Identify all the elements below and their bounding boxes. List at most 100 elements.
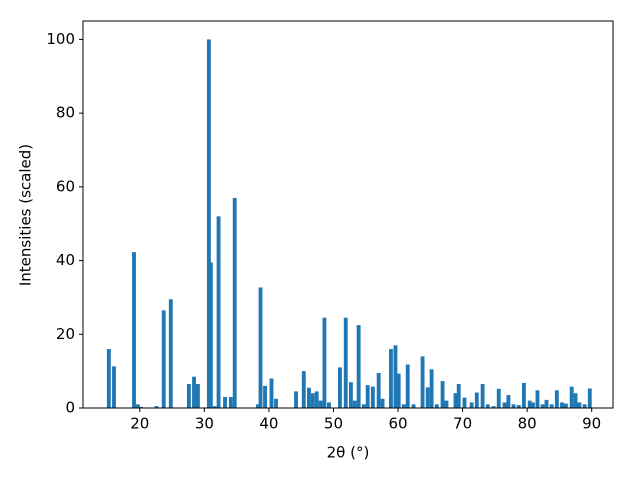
y-tick-label: 80: [56, 104, 75, 122]
bar: [307, 387, 311, 408]
bar: [544, 399, 549, 408]
x-tick-label: 80: [518, 415, 537, 433]
bar: [531, 402, 535, 408]
bar: [474, 392, 479, 408]
bar: [469, 402, 474, 408]
bar: [228, 396, 233, 408]
bar: [506, 395, 511, 408]
x-tick-label: 30: [195, 415, 214, 433]
bar: [393, 345, 398, 408]
bar: [256, 404, 260, 408]
bar: [396, 373, 401, 408]
bar: [223, 396, 227, 408]
bar: [327, 402, 331, 408]
bar: [535, 390, 540, 408]
bar: [587, 388, 592, 408]
y-tick-label: 20: [56, 325, 75, 343]
bar: [540, 404, 545, 408]
y-tick-label: 100: [46, 30, 75, 48]
x-tick-label: 20: [130, 415, 149, 433]
bar: [485, 404, 490, 408]
plot-frame: [82, 20, 614, 409]
bar: [274, 398, 278, 408]
bar: [521, 382, 526, 408]
bar: [132, 252, 136, 408]
x-tick-label: 60: [388, 415, 407, 433]
x-axis-label: 2θ (°): [327, 444, 370, 462]
bar: [208, 262, 213, 408]
bar: [365, 385, 370, 408]
bar: [563, 403, 568, 408]
bar: [352, 400, 357, 408]
bar: [434, 404, 439, 408]
y-tick-label: 60: [56, 177, 75, 195]
bar: [411, 404, 416, 408]
bar: [361, 404, 366, 408]
bar: [154, 406, 159, 408]
bar: [206, 39, 211, 409]
bar: [356, 325, 361, 408]
bar: [554, 390, 559, 408]
bar: [112, 366, 116, 408]
bar: [139, 406, 144, 408]
bar: [212, 406, 217, 408]
bar: [195, 384, 200, 408]
bar: [573, 393, 578, 408]
x-tick-label: 70: [453, 415, 472, 433]
bar: [106, 349, 111, 408]
bar: [582, 404, 587, 408]
x-tick-label: 50: [324, 415, 343, 433]
bar: [453, 393, 458, 408]
bar: [480, 384, 485, 408]
bar: [192, 376, 196, 408]
bar: [516, 405, 521, 408]
x-tick-label: 40: [259, 415, 278, 433]
bar: [560, 402, 564, 408]
bar: [263, 385, 267, 408]
bar: [318, 400, 323, 408]
bar: [348, 382, 353, 408]
bar: [301, 371, 306, 408]
bar: [186, 384, 191, 408]
bar: [405, 364, 410, 408]
x-tick-label: 90: [582, 415, 601, 433]
bar: [337, 367, 342, 408]
bar: [425, 387, 430, 408]
bar: [577, 402, 582, 408]
bar: [161, 310, 166, 408]
bar: [314, 391, 319, 408]
bar: [258, 287, 263, 408]
bar: [429, 369, 434, 408]
bar: [269, 378, 274, 408]
bar: [456, 384, 461, 408]
bar: [527, 400, 532, 408]
bar: [462, 397, 467, 408]
bar: [232, 197, 237, 408]
bar: [370, 386, 375, 408]
bar: [322, 317, 327, 408]
bar: [135, 404, 140, 408]
bar: [380, 398, 385, 408]
bar: [511, 404, 516, 408]
bar: [310, 393, 315, 408]
bar: [343, 317, 348, 408]
y-axis-label: Intensities (scaled): [17, 144, 35, 286]
bar: [502, 402, 507, 408]
bar: [569, 386, 574, 408]
bar: [388, 349, 393, 408]
bar: [294, 391, 298, 408]
bar: [216, 216, 221, 408]
y-tick-label: 0: [65, 399, 75, 417]
bar: [401, 404, 406, 408]
y-tick-label: 40: [56, 251, 75, 269]
bar: [496, 388, 501, 408]
bar: [420, 356, 425, 408]
bar: [440, 381, 445, 408]
bar: [491, 406, 496, 408]
bar: [168, 299, 173, 408]
bar: [444, 400, 449, 408]
bar: [549, 404, 554, 408]
bar: [376, 372, 381, 408]
